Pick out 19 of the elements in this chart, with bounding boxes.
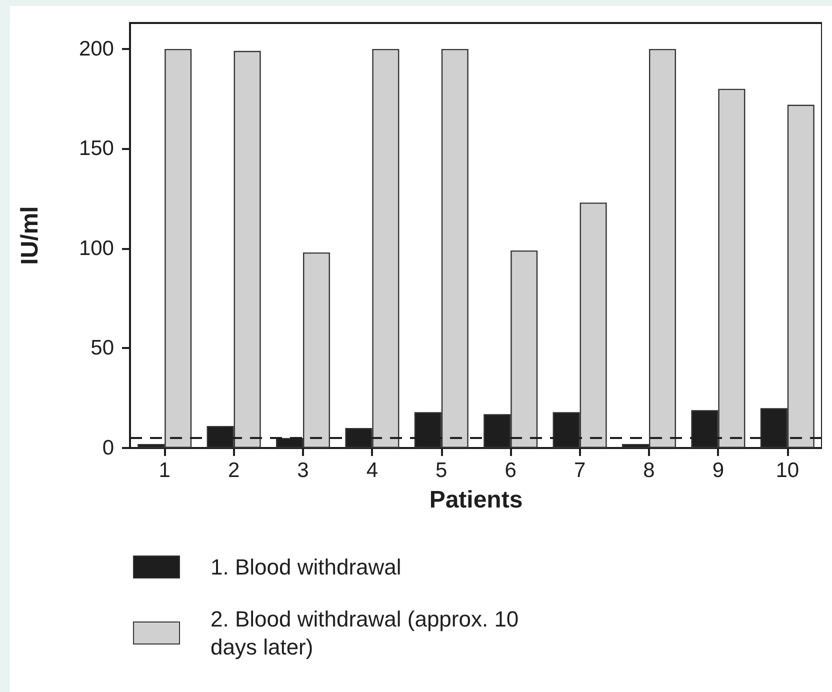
x-tick-label: 2 [228,459,240,482]
x-tick-label: 5 [436,459,448,482]
y-tick-label: 150 [78,137,114,160]
x-tick-label: 8 [643,459,655,482]
y-tick-label: 50 [90,336,114,360]
y-tick-label: 0 [102,436,114,460]
x-tick-label: 3 [297,459,309,482]
y-tick-label: 100 [78,236,114,260]
legend-label: 1. Blood withdrawal [210,554,402,580]
x-tick-label: 9 [712,459,724,482]
x-tick-label: 6 [504,459,516,482]
y-axis-title: IU/ml [16,206,44,265]
x-tick-label: 1 [158,459,170,482]
legend-label: 2. Blood withdrawal (approx. 10 days later) [210,606,525,660]
x-tick-label: 10 [776,459,800,482]
x-tick-label: 4 [366,459,378,482]
y-tick-label: 200 [78,37,114,60]
x-tick-label: 7 [574,459,586,482]
x-axis-title: Patients [429,486,523,514]
